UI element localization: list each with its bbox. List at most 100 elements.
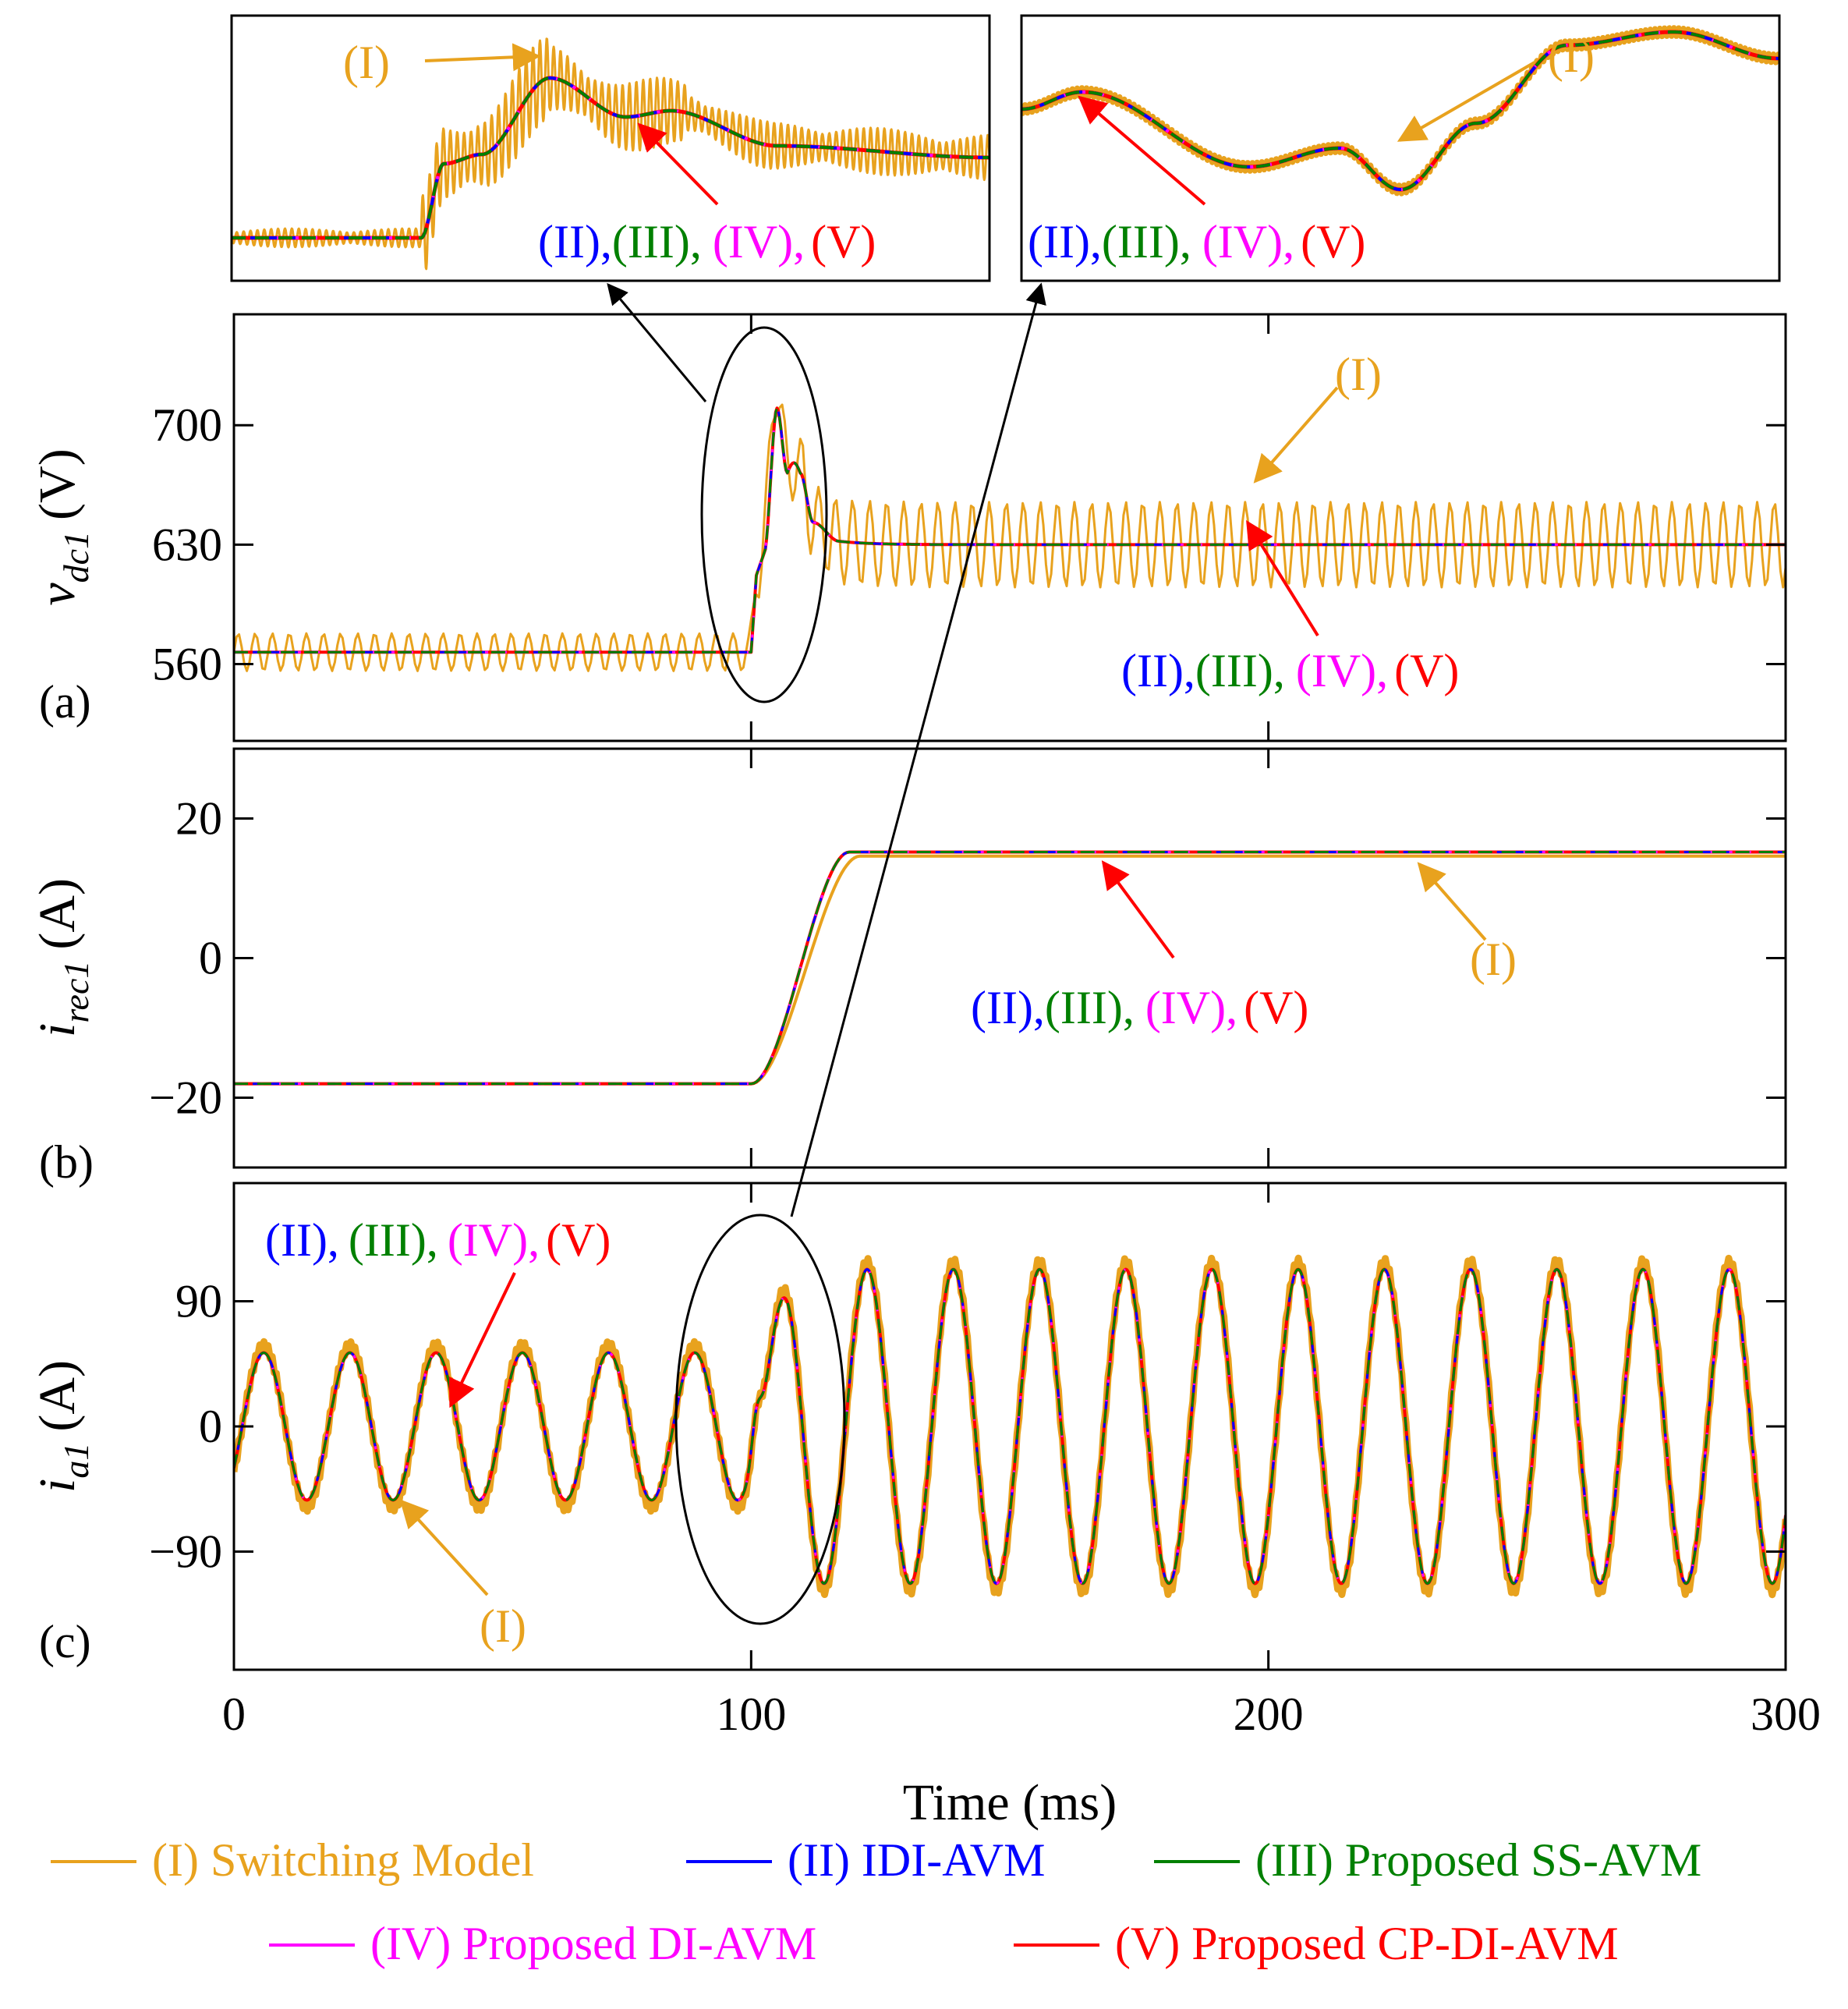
annot-III: (III), bbox=[1195, 645, 1285, 696]
annot-III: (III), bbox=[1102, 216, 1191, 268]
panel-c-ylabel-main: i bbox=[29, 1479, 86, 1493]
legend-label-idi: (II) IDI-AVM bbox=[788, 1834, 1045, 1886]
zoom2-annot-I-arrow bbox=[1397, 61, 1536, 142]
panel-a-series bbox=[234, 403, 1786, 672]
series-switching-model bbox=[234, 403, 1786, 672]
panel-c-annot-I-arrow bbox=[399, 1499, 489, 1596]
annot-V: (V) bbox=[1244, 982, 1308, 1033]
annot-IV: (IV), bbox=[448, 1214, 540, 1266]
legend-label-switching: (I) Switching Model bbox=[152, 1834, 534, 1886]
zoom-inset-1-series bbox=[232, 37, 989, 271]
ytick-label-560: 560 bbox=[152, 639, 222, 690]
legend: (I) Switching Model (II) IDI-AVM (III) Pro… bbox=[51, 1834, 1701, 1969]
series-ss-avm bbox=[234, 851, 1786, 1086]
series-switching-model bbox=[234, 1254, 1786, 1599]
annot-IV: (IV), bbox=[1296, 645, 1388, 696]
panel-c-annot-I: (I) bbox=[480, 1600, 526, 1652]
panel-a-ylabel: vdc1 (V) bbox=[29, 448, 96, 605]
zoom2-annot-I: (I) bbox=[1548, 30, 1595, 82]
annot-IV: (IV), bbox=[1145, 982, 1237, 1033]
annot-IV: (IV), bbox=[1202, 216, 1294, 268]
annot-V: (V) bbox=[546, 1214, 611, 1266]
xtick-label-0: 0 bbox=[222, 1688, 246, 1740]
series-ss-avm bbox=[234, 1268, 1786, 1585]
legend-label-ss: (III) Proposed SS-AVM bbox=[1255, 1834, 1701, 1886]
panel-a-tag: (a) bbox=[39, 676, 91, 728]
panel-a-ylabel-unit: (V) bbox=[29, 448, 86, 520]
annot-II: (II), bbox=[1121, 645, 1195, 696]
xtick-label-100: 100 bbox=[716, 1688, 786, 1740]
ytick-label-0: 0 bbox=[199, 1401, 222, 1452]
panel-b-annot-I: (I) bbox=[1470, 934, 1517, 985]
panel-c-annot-rest: (II), (III), (IV), (V) bbox=[265, 1214, 611, 1266]
panel-c-ylabel-unit: (A) bbox=[29, 1360, 86, 1432]
ytick-label-20: 20 bbox=[175, 793, 222, 845]
panel-b-series bbox=[234, 850, 1786, 1086]
annot-III: (III), bbox=[612, 216, 702, 268]
panel-c-ylabel: ia1 (A) bbox=[29, 1360, 96, 1493]
annot-V: (V) bbox=[1301, 216, 1365, 268]
x-axis-title: Time (ms) bbox=[903, 1774, 1117, 1831]
ytick-label-0: 0 bbox=[199, 933, 222, 984]
zoom1-annot-I-arrow bbox=[424, 43, 541, 72]
panel-c-xticks bbox=[749, 1183, 1270, 1670]
zoom2-series-ss-avm bbox=[1021, 30, 1779, 191]
ytick-label--90: −90 bbox=[149, 1525, 222, 1577]
panel-b-annot-rest-arrow bbox=[1101, 860, 1175, 959]
panel-a-annot-rest-arrow bbox=[1246, 519, 1319, 637]
panel-b-yticks: −20 0 20 bbox=[149, 793, 1786, 1124]
zoom1-annot-rest-arrow bbox=[637, 122, 719, 206]
xtick-label-300: 300 bbox=[1751, 1688, 1821, 1740]
annot-III: (III), bbox=[1045, 982, 1135, 1033]
panel-c-zoom-arrow bbox=[790, 282, 1046, 1217]
annot-II: (II), bbox=[265, 1214, 339, 1266]
panel-c-tag: (c) bbox=[39, 1616, 91, 1667]
zoom1-annot-I: (I) bbox=[343, 37, 390, 88]
panel-b-frame bbox=[232, 747, 1787, 1169]
zoom-inset-2-series bbox=[1021, 25, 1779, 197]
panel-b-tag: (b) bbox=[39, 1136, 94, 1188]
zoom2-annot-rest-arrow bbox=[1078, 95, 1206, 206]
ytick-label--20: −20 bbox=[149, 1072, 222, 1124]
zoom-inset-1: (I) (II),(III), (IV), (V) bbox=[230, 14, 991, 282]
panel-a-ylabel-main: v bbox=[29, 583, 86, 606]
legend-label-cpdi: (V) Proposed CP-DI-AVM bbox=[1115, 1918, 1619, 1969]
annot-II: (II), bbox=[1028, 216, 1102, 268]
panel-c-yticks: −90 0 90 bbox=[149, 1276, 1786, 1577]
ytick-label-630: 630 bbox=[152, 519, 222, 570]
zoom-inset-2-frame bbox=[1020, 14, 1781, 282]
panel-b-xticks bbox=[749, 749, 1270, 1167]
panel-c-series bbox=[234, 1254, 1786, 1599]
series-ss-avm bbox=[234, 406, 1786, 654]
panel-a-annot-rest: (II),(III), (IV), (V) bbox=[1121, 645, 1459, 696]
panel-b-annot-rest: (II),(III), (IV), (V) bbox=[971, 982, 1308, 1033]
panel-b-ylabel-sub: rec1 bbox=[56, 961, 96, 1023]
zoom-inset-2: (I) (II),(III), (IV), (V) bbox=[1020, 14, 1781, 282]
panel-b: −20 0 20 irec1 (A) (b) (I) (II),(III), (IV),… bbox=[29, 747, 1787, 1188]
xtick-label-200: 200 bbox=[1234, 1688, 1304, 1740]
panel-a-yticks: 560 630 700 bbox=[152, 399, 1786, 690]
ytick-label-700: 700 bbox=[152, 399, 222, 451]
panel-b-ylabel-main: i bbox=[29, 1023, 86, 1037]
legend-label-di: (IV) Proposed DI-AVM bbox=[370, 1918, 816, 1969]
zoom2-annot-rest: (II),(III), (IV), (V) bbox=[1028, 216, 1365, 268]
annot-V: (V) bbox=[1394, 645, 1459, 696]
annot-III: (III), bbox=[349, 1214, 438, 1266]
annot-V: (V) bbox=[811, 216, 876, 268]
panel-a-zoom-arrow bbox=[607, 282, 707, 402]
annot-II: (II), bbox=[971, 982, 1045, 1033]
panel-a-frame bbox=[232, 313, 1787, 742]
panel-a: 560 630 700 vdc1 (V) (a) (I) (II),(III), (IV… bbox=[29, 282, 1787, 742]
panel-a-annot-I: (I) bbox=[1335, 349, 1382, 400]
panel-a-ylabel-sub: dc1 bbox=[56, 531, 96, 583]
series-idi-avm bbox=[234, 851, 1786, 1086]
panel-c-zoom-ellipse bbox=[674, 1214, 846, 1625]
series-cp-di-avm bbox=[234, 850, 1786, 1086]
zoom1-series-ss-avm bbox=[232, 76, 989, 239]
ytick-label-90: 90 bbox=[175, 1276, 222, 1327]
annot-IV: (IV), bbox=[713, 216, 805, 268]
panel-a-zoom-ellipse bbox=[700, 326, 828, 703]
x-tick-labels: 0 100 200 300 bbox=[222, 1688, 1821, 1740]
